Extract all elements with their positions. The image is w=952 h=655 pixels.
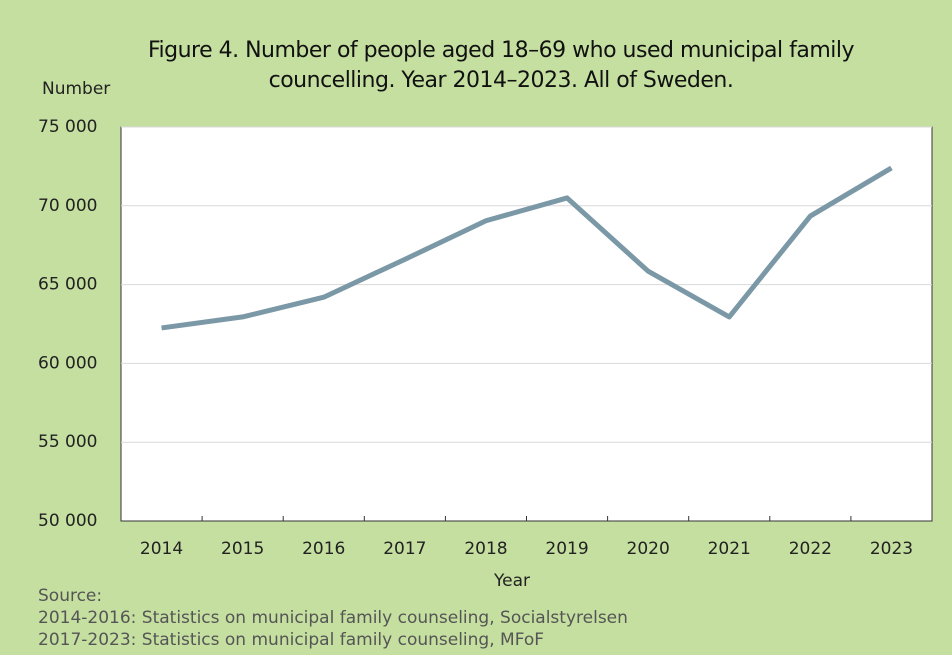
source-note: 2014-2016: Statistics on municipal famil… <box>38 608 628 628</box>
plot-area <box>120 126 933 522</box>
x-tick-label: 2019 <box>545 539 588 559</box>
source-note: 2017-2023: Statistics on municipal famil… <box>38 630 544 650</box>
x-tick-label: 2016 <box>302 539 345 559</box>
y-tick-label: 50 000 <box>38 511 97 531</box>
x-tick-label: 2017 <box>383 539 426 559</box>
y-tick-label: 65 000 <box>38 275 97 295</box>
chart-title: Figure 4. Number of people aged 18–69 wh… <box>147 38 855 93</box>
source-note: Source: <box>38 586 102 606</box>
y-tick-label: 70 000 <box>38 196 97 216</box>
x-tick-label: 2020 <box>627 539 670 559</box>
y-tick-label: 60 000 <box>38 353 97 373</box>
data-line <box>161 165 893 331</box>
x-tick-label: 2022 <box>789 539 832 559</box>
x-axis-label: Year <box>493 571 530 591</box>
x-tick-label: 2021 <box>708 539 751 559</box>
y-tick-label: 75 000 <box>38 117 97 137</box>
x-tick-label: 2018 <box>464 539 507 559</box>
x-tick-label: 2023 <box>870 539 913 559</box>
x-tick-label: 2015 <box>221 539 264 559</box>
y-axis-label: Number <box>42 79 110 99</box>
y-tick-label: 55 000 <box>38 432 97 452</box>
x-tick-label: 2014 <box>140 539 183 559</box>
